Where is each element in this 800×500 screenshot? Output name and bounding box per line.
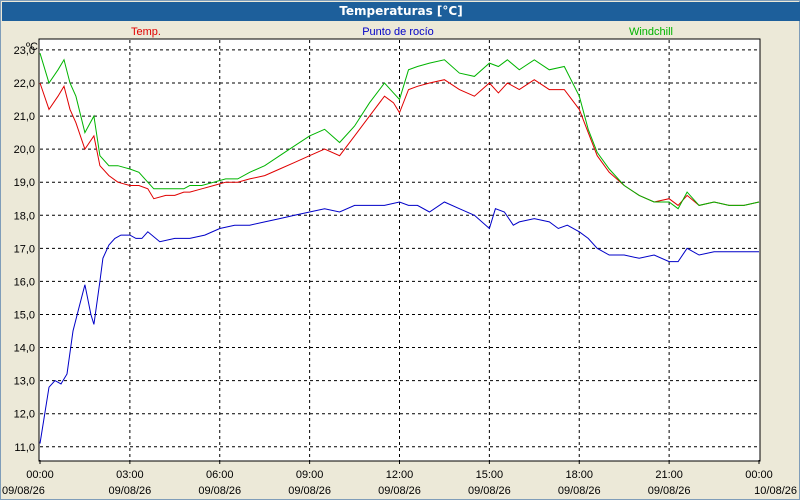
legend-entry: Punto de rocío <box>362 26 434 38</box>
x-tick-date-label: 09/08/26 <box>468 485 511 497</box>
y-tick-label: 18,0 <box>14 210 35 222</box>
y-axis-unit-label: ºC <box>26 41 38 53</box>
series-line-punto-de-roc-o <box>39 201 759 444</box>
x-tick-time-label: 06:00 <box>206 469 234 481</box>
series-line-temp <box>39 79 760 207</box>
x-tick-date-label: 09/08/26 <box>198 485 241 497</box>
x-tick-time-label: 15:00 <box>476 469 504 481</box>
y-tick-label: 22,0 <box>14 78 35 90</box>
x-tick-time-label: 18:00 <box>565 469 593 481</box>
y-tick-label: 20,0 <box>14 144 35 156</box>
x-tick-date-label: 09/08/26 <box>378 485 421 497</box>
x-tick-date-label: 09/08/26 <box>2 485 45 497</box>
y-tick-label: 17,0 <box>14 243 35 255</box>
y-tick-label: 11,0 <box>14 442 35 454</box>
y-tick-label: 14,0 <box>14 343 35 355</box>
x-tick-time-label: 12:00 <box>386 469 414 481</box>
legend-entry: Windchill <box>629 26 673 38</box>
y-tick-label: 19,0 <box>14 177 35 189</box>
x-tick-time-label: 03:00 <box>116 469 144 481</box>
y-tick-label: 21,0 <box>14 111 35 123</box>
x-tick-date-label: 09/08/26 <box>108 485 151 497</box>
legend-entry: Temp. <box>131 26 161 38</box>
x-tick-time-label: 21:00 <box>655 469 683 481</box>
y-tick-label: 12,0 <box>14 409 35 421</box>
x-tick-time-label: 09:00 <box>296 469 324 481</box>
x-tick-time-label: 00:00 <box>26 469 54 481</box>
y-tick-label: 16,0 <box>14 276 35 288</box>
x-tick-date-label: 09/08/26 <box>558 485 601 497</box>
x-tick-date-label: 09/08/26 <box>648 485 691 497</box>
chart-title: Temperaturas [°C] <box>2 2 800 21</box>
x-tick-time-label: 00:00 <box>745 469 773 481</box>
x-tick-date-label: 09/08/26 <box>288 485 331 497</box>
y-tick-label: 15,0 <box>14 309 35 321</box>
x-tick-date-label: 10/08/26 <box>754 485 797 497</box>
y-tick-label: 23,0 <box>14 45 35 57</box>
y-tick-label: 13,0 <box>14 376 35 388</box>
series-line-windchill <box>39 53 760 210</box>
